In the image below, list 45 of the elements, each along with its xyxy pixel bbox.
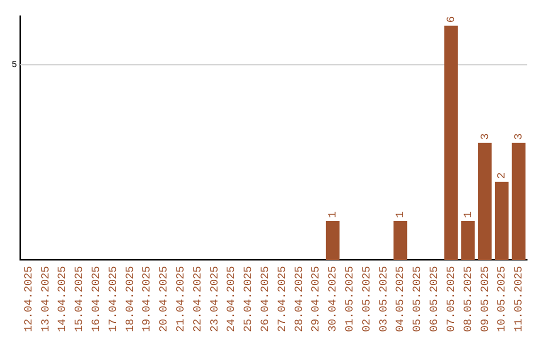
x-tick-label: 03.05.2025: [378, 266, 390, 332]
x-tick-label: 22.04.2025: [192, 266, 204, 332]
x-tick-label: 06.05.2025: [429, 266, 442, 332]
bar: [461, 220, 475, 260]
x-tick-label: 14.04.2025: [57, 266, 70, 332]
data-label: 3: [514, 133, 526, 140]
x-tick-label: 15.04.2025: [74, 266, 86, 332]
x-tick-label: 24.04.2025: [226, 266, 238, 332]
bar: [478, 142, 492, 260]
x-tick-label: 13.04.2025: [40, 266, 52, 332]
data-label: 1: [462, 210, 475, 218]
x-tick-label: 12.04.2025: [23, 266, 36, 332]
data-label: 1: [395, 210, 408, 218]
x-tick-label: 04.05.2025: [395, 266, 408, 332]
bar: [326, 220, 340, 260]
x-tick-label: 21.04.2025: [175, 266, 188, 332]
bar: [444, 26, 458, 260]
x-tick-label: 23.04.2025: [209, 266, 222, 332]
x-tick-label: 20.04.2025: [158, 266, 171, 332]
x-tick-label: 01.05.2025: [344, 266, 357, 332]
x-tick-label: 09.05.2025: [480, 266, 492, 332]
data-label: 6: [446, 16, 458, 23]
data-label: 2: [496, 172, 509, 179]
x-tick-label: 05.05.2025: [412, 266, 424, 332]
x-tick-label: 02.05.2025: [361, 266, 374, 332]
x-tick-label: 18.04.2025: [124, 266, 137, 332]
x-tick-label: 11.05.2025: [514, 266, 526, 332]
bar: [512, 142, 526, 260]
x-tick-label: 16.04.2025: [90, 266, 103, 332]
x-tick-label: 25.04.2025: [243, 266, 256, 332]
x-tick-label: 27.04.2025: [276, 266, 289, 332]
bar: [394, 220, 408, 260]
x-tick-label: 30.04.2025: [328, 266, 340, 332]
x-tick-label: 10.05.2025: [496, 266, 509, 332]
ref-line-label: 5: [12, 60, 17, 70]
x-tick-label: 19.04.2025: [142, 266, 154, 332]
x-tick-label: 28.04.2025: [294, 266, 306, 332]
x-tick-label: 07.05.2025: [446, 266, 458, 332]
x-tick-label: 29.04.2025: [310, 266, 323, 332]
data-label: 3: [480, 133, 492, 140]
x-tick-label: 17.04.2025: [108, 266, 120, 332]
bar: [494, 182, 509, 260]
x-tick-label: 08.05.2025: [462, 266, 475, 332]
data-label: 1: [328, 210, 340, 218]
x-tick-label: 26.04.2025: [260, 266, 272, 332]
